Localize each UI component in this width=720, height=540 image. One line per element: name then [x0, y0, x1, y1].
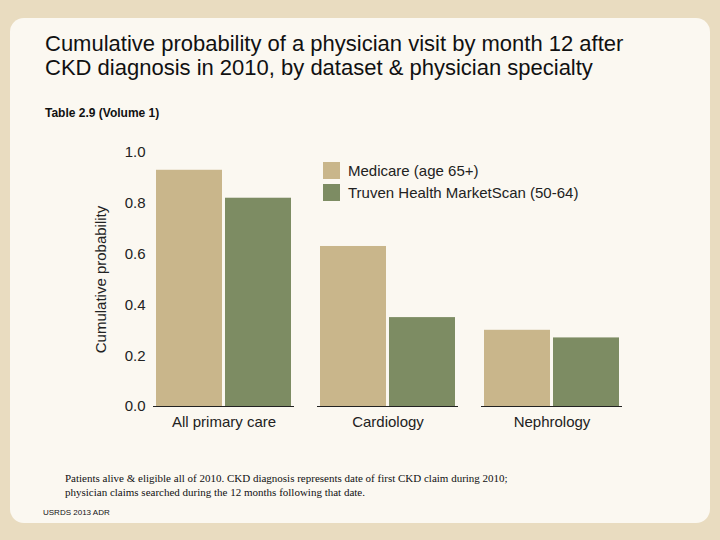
- svg-text:Cumulative probability: Cumulative probability: [92, 205, 109, 353]
- svg-text:All primary care: All primary care: [172, 413, 276, 430]
- svg-text:0.2: 0.2: [125, 347, 146, 364]
- svg-text:1.0: 1.0: [125, 143, 146, 160]
- svg-text:0.6: 0.6: [125, 245, 146, 262]
- svg-text:0.8: 0.8: [125, 194, 146, 211]
- html-text:Medicare (age 65+): Medicare (age 65+): [348, 162, 479, 179]
- svg-text:0.0: 0.0: [125, 397, 146, 414]
- html-text:Truven Health MarketScan (50-6: Truven Health MarketScan (50-64): [348, 184, 579, 201]
- html-text:Table 2.9 (Volume 1): Table 2.9 (Volume 1): [45, 106, 160, 120]
- html-text:Cumulative probability of a ph: Cumulative probability of a physician vi…: [45, 31, 624, 80]
- html-text:Patients alive & eligible all: Patients alive & eligible all of 2010. C…: [65, 472, 508, 498]
- svg-text:Nephrology: Nephrology: [514, 413, 591, 430]
- html-text:USRDS 2013 ADR: USRDS 2013 ADR: [43, 508, 110, 517]
- svg-text:Cardiology: Cardiology: [352, 413, 424, 430]
- svg-text:0.4: 0.4: [125, 296, 146, 313]
